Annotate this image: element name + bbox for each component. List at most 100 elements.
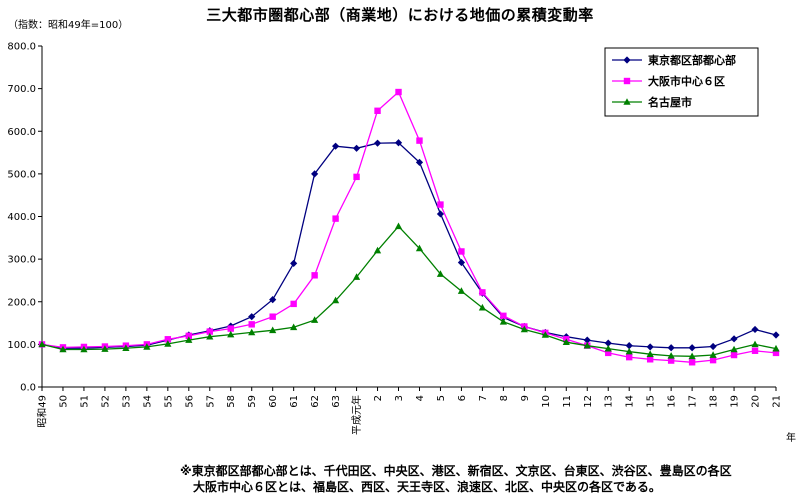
x-tick-label: 60 <box>268 395 279 408</box>
data-point <box>772 344 780 352</box>
data-point <box>625 342 633 350</box>
data-point <box>415 244 424 252</box>
x-tick-label: 13 <box>604 395 615 408</box>
x-tick-label: 16 <box>667 395 678 408</box>
x-tick-label: 3 <box>394 395 405 401</box>
data-point <box>688 352 696 360</box>
x-tick-label: 18 <box>709 395 720 408</box>
x-tick-label: 7 <box>478 395 489 401</box>
x-tick-label: 52 <box>100 395 111 408</box>
data-point <box>646 356 654 363</box>
data-point <box>458 248 465 255</box>
data-point <box>185 336 193 343</box>
data-point <box>59 345 67 353</box>
data-point <box>436 270 445 277</box>
data-point <box>206 332 214 340</box>
data-point <box>227 330 235 338</box>
data-point <box>730 335 738 343</box>
data-point <box>373 139 382 147</box>
data-point <box>143 343 151 350</box>
footnote: ※東京都区部都心部とは、千代田区、中央区、港区、新宿区、文京区、台東区、渋谷区、… <box>180 463 790 495</box>
data-point <box>290 259 298 267</box>
x-tick-label: 59 <box>247 395 258 408</box>
legend-label: 大阪市中心６区 <box>648 74 725 88</box>
data-point <box>437 201 444 208</box>
data-point <box>395 88 402 96</box>
data-point <box>332 215 339 222</box>
series-line <box>41 90 777 363</box>
y-tick-label: 0.0 <box>20 383 36 394</box>
x-tick-label: 17 <box>688 395 699 408</box>
data-point <box>332 142 340 150</box>
data-point <box>311 272 318 279</box>
data-point <box>709 351 717 358</box>
index-note: （指数：昭和49年=100） <box>8 20 129 31</box>
data-point <box>101 345 109 352</box>
x-tick-label: 57 <box>205 395 216 408</box>
data-point <box>478 303 486 311</box>
data-point <box>164 340 172 347</box>
x-tick-label: 61 <box>289 395 300 408</box>
data-point <box>394 139 403 147</box>
data-point <box>562 338 570 346</box>
x-tick-label: 11 <box>562 395 573 408</box>
legend-label: 東京都区部都心部 <box>648 53 736 67</box>
y-tick-label: 500.0 <box>7 169 36 180</box>
x-tick-label: 54 <box>142 395 153 408</box>
x-tick-label: 55 <box>163 395 174 408</box>
x-tick-label: 56 <box>184 395 195 408</box>
data-point <box>38 340 46 348</box>
data-point <box>416 137 423 144</box>
data-point <box>332 296 340 304</box>
data-point <box>646 343 654 351</box>
legend-marker <box>623 98 631 105</box>
data-point <box>604 339 612 347</box>
x-tick-label: 12 <box>583 395 594 408</box>
data-point <box>646 350 654 357</box>
series-1 <box>38 139 780 352</box>
data-point <box>751 347 759 354</box>
data-point <box>625 347 633 355</box>
footnote-line-2: 大阪市中心６区とは、福島区、西区、天王寺区、浪速区、北区、中央区の各区である。 <box>193 480 661 494</box>
series-2 <box>38 88 780 366</box>
y-tick-label: 100.0 <box>7 340 36 351</box>
data-point <box>290 323 298 331</box>
x-tick-label: 5 <box>436 395 447 401</box>
x-tick-label: 51 <box>79 395 90 408</box>
data-point <box>227 325 234 332</box>
x-tick-label: 昭和49 <box>37 395 49 428</box>
y-tick-label: 300.0 <box>7 255 36 266</box>
x-tick-label: 14 <box>625 395 636 408</box>
x-tick-label: 50 <box>58 395 69 408</box>
data-point <box>709 356 717 364</box>
data-point <box>667 344 675 352</box>
data-point <box>269 296 277 304</box>
data-point <box>164 336 172 343</box>
data-point <box>583 341 591 349</box>
x-axis-label: 年 <box>786 431 796 444</box>
y-tick-label: 200.0 <box>7 297 36 308</box>
x-tick-label: 9 <box>520 395 531 401</box>
data-point <box>311 170 319 178</box>
data-point <box>605 349 612 357</box>
legend-item: 名古屋市 <box>612 95 692 109</box>
data-point <box>311 316 319 323</box>
data-point <box>730 345 738 353</box>
x-tick-label: 63 <box>331 395 342 408</box>
data-point <box>248 321 255 328</box>
data-point <box>248 328 256 336</box>
data-point <box>374 107 381 114</box>
legend-item: 大阪市中心６区 <box>612 74 725 88</box>
series-line <box>41 225 777 357</box>
x-tick-label: 6 <box>457 395 468 401</box>
x-tick-label: 15 <box>646 395 657 408</box>
data-point <box>248 313 256 321</box>
data-point <box>457 287 466 294</box>
data-point <box>583 336 591 344</box>
x-tick-label: 2 <box>373 395 384 401</box>
x-tick-label: 10 <box>541 395 552 408</box>
data-point <box>626 353 633 361</box>
x-tick-label: 62 <box>310 395 321 408</box>
legend-label: 名古屋市 <box>648 95 692 109</box>
